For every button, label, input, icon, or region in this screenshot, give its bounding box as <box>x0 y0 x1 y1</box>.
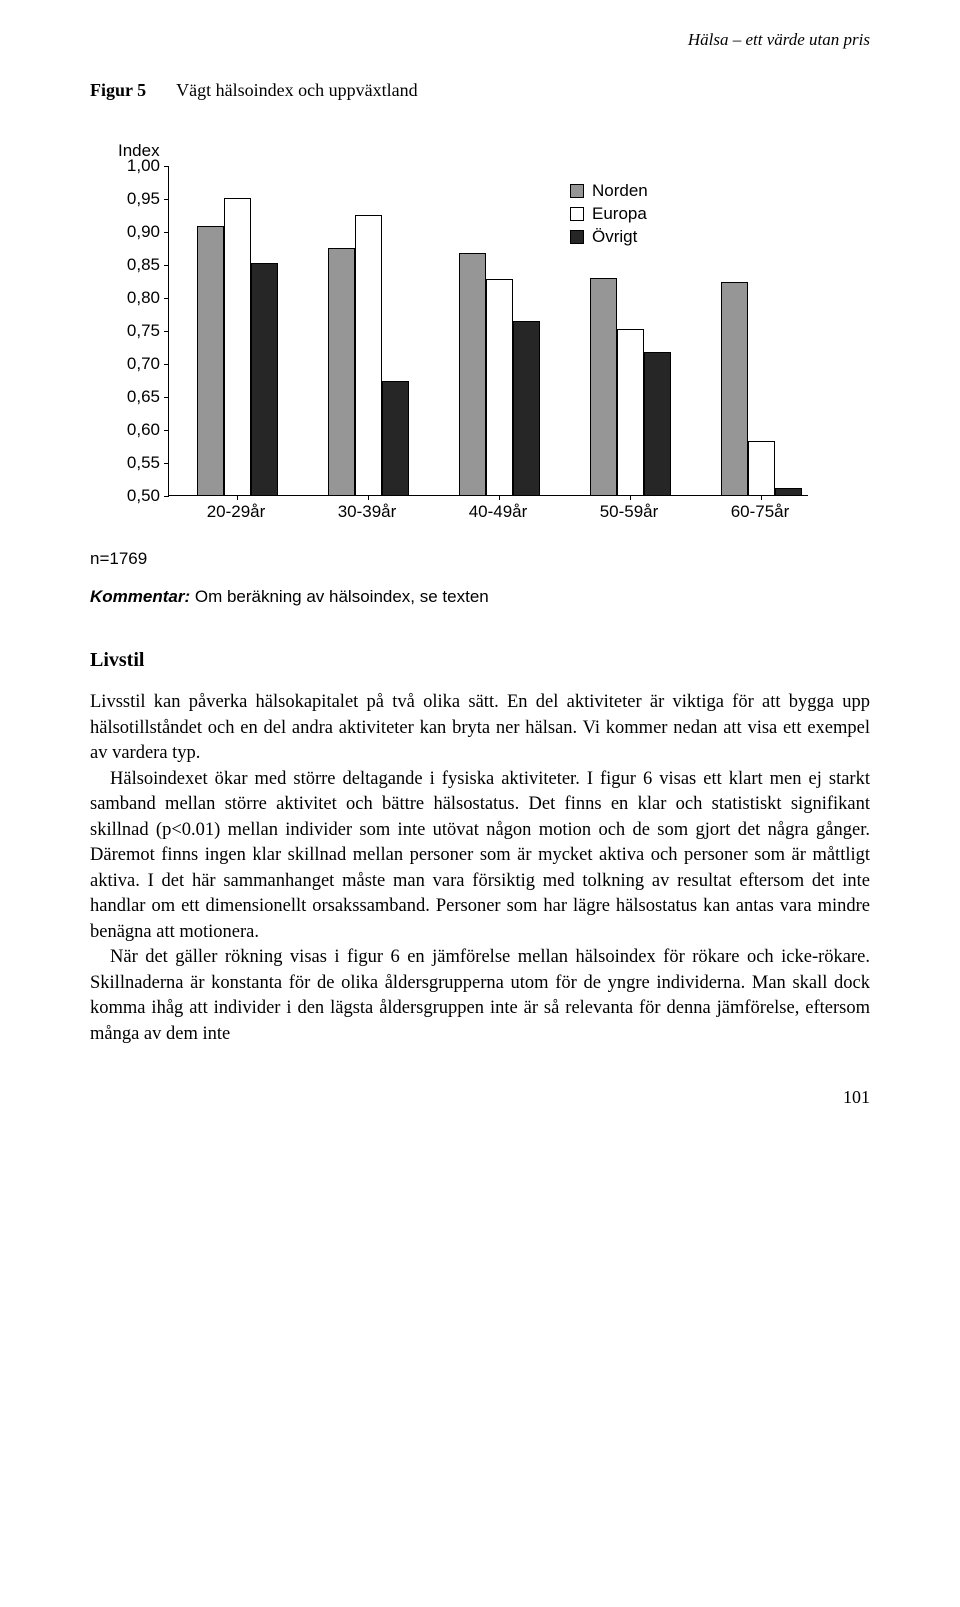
body-paragraph: Hälsoindexet ökar med större deltagande … <box>90 767 870 946</box>
chart-bar <box>644 352 671 495</box>
legend-label: Europa <box>592 204 647 224</box>
body-paragraph: När det gäller rökning visas i figur 6 e… <box>90 945 870 1047</box>
chart-bar <box>590 278 617 495</box>
y-tick-label: 0,80 <box>115 288 160 308</box>
legend-item: Norden <box>570 181 648 201</box>
y-tick-label: 0,90 <box>115 222 160 242</box>
figure-title: Figur 5 Vägt hälsoindex och uppväxtland <box>90 80 870 101</box>
legend-item: Övrigt <box>570 227 648 247</box>
x-tick-label: 20-29år <box>207 502 266 522</box>
chart-bar <box>355 215 382 495</box>
page-number: 101 <box>90 1087 870 1108</box>
chart-bar <box>382 381 409 495</box>
y-tick-label: 0,55 <box>115 453 160 473</box>
plot-area <box>168 166 808 496</box>
chart-bar <box>617 329 644 495</box>
y-tick-label: 0,95 <box>115 189 160 209</box>
legend-swatch <box>570 184 584 198</box>
running-head: Hälsa – ett värde utan pris <box>90 30 870 50</box>
legend-label: Övrigt <box>592 227 637 247</box>
bar-chart: Index 1,000,950,900,850,800,750,700,650,… <box>90 141 850 541</box>
chart-bar <box>224 198 251 495</box>
comment-label: Kommentar: <box>90 587 190 606</box>
legend-item: Europa <box>570 204 648 224</box>
x-tick-label: 30-39år <box>338 502 397 522</box>
body-text: Livsstil kan påverka hälsokapitalet på t… <box>90 690 870 1047</box>
legend-swatch <box>570 230 584 244</box>
comment-text: Om beräkning av hälsoindex, se texten <box>190 587 489 606</box>
section-heading: Livstil <box>90 649 870 672</box>
y-tick-label: 1,00 <box>115 156 160 176</box>
chart-bar <box>775 488 802 495</box>
y-tick-label: 0,50 <box>115 486 160 506</box>
figure-number: Figur 5 <box>90 80 146 100</box>
legend-swatch <box>570 207 584 221</box>
chart-bar <box>513 321 540 495</box>
figure-comment: Kommentar: Om beräkning av hälsoindex, s… <box>90 587 870 607</box>
x-tick-label: 60-75år <box>731 502 790 522</box>
y-tick-label: 0,65 <box>115 387 160 407</box>
figure-title-text: Vägt hälsoindex och uppväxtland <box>176 80 417 100</box>
y-tick-label: 0,85 <box>115 255 160 275</box>
chart-bar <box>328 248 355 496</box>
chart-bar <box>459 253 486 495</box>
chart-bar <box>486 279 513 495</box>
chart-legend: Norden Europa Övrigt <box>570 181 648 250</box>
body-paragraph: Livsstil kan påverka hälsokapitalet på t… <box>90 690 870 767</box>
chart-bar <box>251 263 278 495</box>
chart-bar <box>748 441 775 495</box>
y-tick-label: 0,75 <box>115 321 160 341</box>
x-tick-label: 50-59år <box>600 502 659 522</box>
chart-bar <box>721 282 748 495</box>
y-tick-label: 0,70 <box>115 354 160 374</box>
chart-bar <box>197 226 224 495</box>
legend-label: Norden <box>592 181 648 201</box>
sample-size-note: n=1769 <box>90 549 870 569</box>
x-tick-label: 40-49år <box>469 502 528 522</box>
y-tick-label: 0,60 <box>115 420 160 440</box>
